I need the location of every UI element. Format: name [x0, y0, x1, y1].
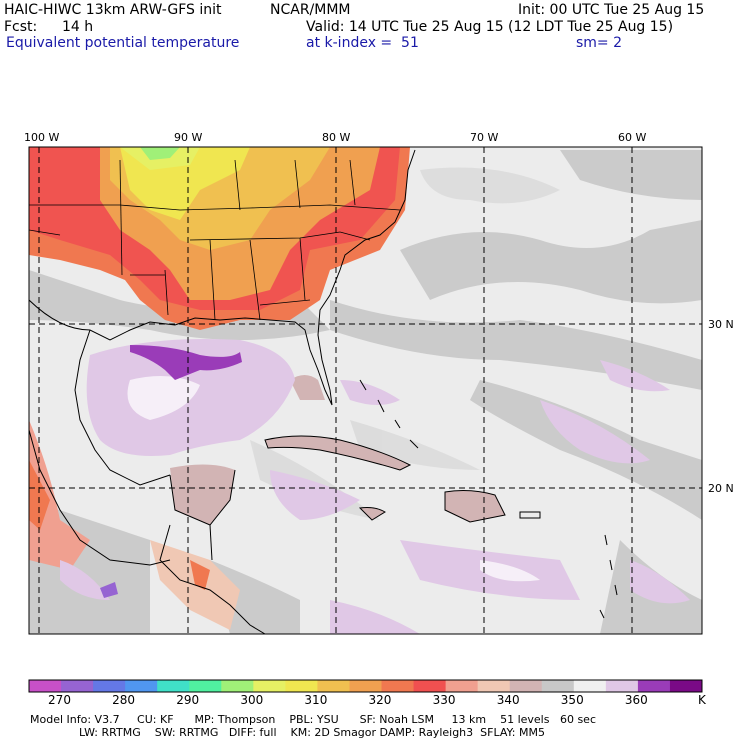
colorbar-swatch: [61, 680, 94, 692]
colorbar-swatch: [317, 680, 350, 692]
state-borders: [29, 159, 401, 321]
lon-label-80w: 80 W: [322, 131, 351, 144]
lat-label-30n: 30 N: [708, 318, 734, 331]
colorbar-swatch: [381, 680, 415, 692]
colorbar-tick-label: 310: [304, 693, 328, 707]
colorbar-swatch: [285, 680, 318, 692]
map-frame: [28, 146, 703, 635]
colorbar-tick-label: 340: [496, 693, 520, 707]
model-info-line1: Model Info: V3.7 CU: KF MP: Thompson PBL…: [30, 713, 596, 726]
colorbar-swatch: [221, 680, 254, 692]
colorbar-swatch: [605, 680, 639, 692]
colorbar-tick-label: 300: [240, 693, 264, 707]
lon-label-100w: 100 W: [24, 131, 60, 144]
smooth-label: sm= 2: [576, 35, 623, 51]
colorbar-tick-label: 270: [48, 693, 71, 707]
colorbar-swatch: [637, 680, 671, 692]
colorbar-swatch: [509, 680, 543, 692]
purple-band: [130, 345, 242, 380]
colorbar-swatch: [93, 680, 126, 692]
colorbar-swatch: [157, 680, 190, 692]
colorbar-swatch: [573, 680, 607, 692]
model-info-line2: LW: RRTMG SW: RRTMG DIFF: full KM: 2D Sm…: [30, 726, 545, 739]
colorbar-swatch: [189, 680, 222, 692]
colorbar-swatch: [349, 680, 383, 692]
field-name: Equivalent potential temperature: [6, 35, 240, 51]
colorbar-tick-label: 320: [368, 693, 392, 707]
colorbar-swatch: [669, 680, 703, 692]
init-time: Init: 00 UTC Tue 25 Aug 15: [518, 2, 705, 18]
fcst-value: 14 h: [62, 19, 94, 35]
org-label: NCAR/MMM: [270, 2, 351, 18]
colorbar-swatch: [541, 680, 575, 692]
colorbar-swatch: [125, 680, 158, 692]
valid-time: Valid: 14 UTC Tue 25 Aug 15 (12 LDT Tue …: [306, 19, 674, 35]
lon-label-70w: 70 W: [470, 131, 499, 144]
lat-label-20n: 20 N: [708, 482, 734, 495]
colorbar-tick-label: 280: [112, 693, 136, 707]
grid-lines: [29, 147, 702, 634]
model-title: HAIC-HIWC 13km ARW-GFS init: [4, 2, 222, 18]
colorbar-units: K: [698, 693, 706, 707]
colorbar-swatch: [29, 680, 62, 692]
colorbar-tick-label: 350: [560, 693, 584, 707]
lon-label-90w: 90 W: [174, 131, 203, 144]
colorbar-tick-label: 360: [624, 693, 648, 707]
lon-label-60w: 60 W: [618, 131, 647, 144]
colorbar-swatch: [253, 680, 286, 692]
coastlines: [29, 149, 618, 634]
colorbar-tick-label: 330: [432, 693, 456, 707]
colorbar-tick-label: 290: [176, 693, 200, 707]
colorbar-swatch: [445, 680, 479, 692]
fcst-label: Fcst:: [4, 19, 38, 35]
colorbar-swatch: [477, 680, 511, 692]
land-tan: [170, 375, 505, 525]
level-label: at k-index = 51: [306, 35, 419, 51]
colorbar-swatch: [413, 680, 447, 692]
